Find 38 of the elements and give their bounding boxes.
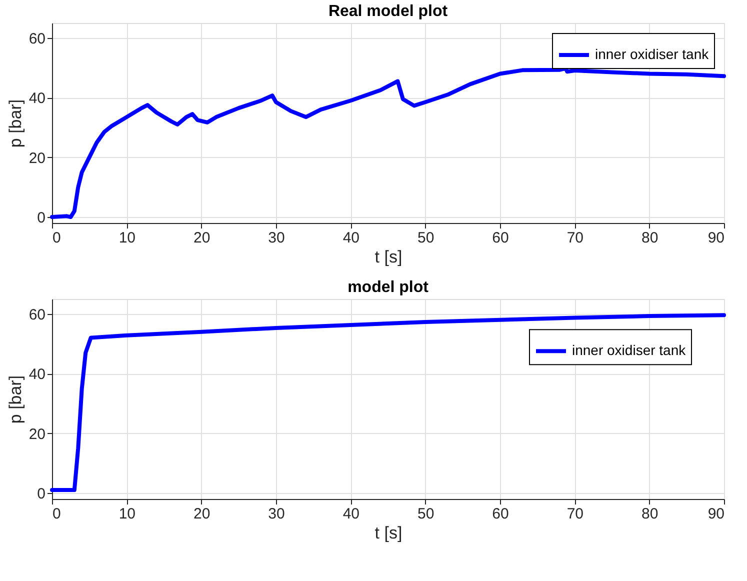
x-tick-label: 70 [566, 506, 584, 522]
y-tick-label: 60 [28, 306, 46, 324]
chart-title: Real model plot [328, 3, 448, 20]
x-tick-label: 10 [118, 506, 136, 522]
y-tick-label: 20 [28, 150, 46, 167]
x-tick-label: 0 [52, 506, 61, 522]
chart-title: model plot [348, 279, 430, 296]
x-tick-label: 20 [193, 506, 210, 522]
x-axis-title: t [s] [374, 248, 402, 266]
x-tick-label: 30 [268, 506, 285, 522]
x-tick-label: 60 [492, 230, 509, 246]
y-axis-title: p [bar] [6, 99, 25, 148]
y-tick-label: 60 [28, 30, 46, 48]
legend-label: inner oxidiser tank [595, 46, 710, 62]
x-tick-label: 50 [417, 506, 434, 522]
x-tick-label: 20 [193, 230, 210, 246]
x-tick-label: 60 [492, 506, 509, 522]
x-tick-label: 90 [708, 506, 724, 522]
y-tick-label: 0 [37, 486, 46, 503]
x-tick-label: 0 [52, 230, 61, 246]
line-series [50, 313, 726, 492]
x-tick-label: 40 [342, 506, 360, 522]
y-tick-label: 40 [28, 366, 46, 384]
y-tick-label: 0 [37, 210, 46, 227]
x-tick-label: 90 [708, 230, 724, 246]
x-axis-title: t [s] [374, 524, 402, 542]
y-tick-label: 20 [28, 426, 46, 443]
legend-label: inner oxidiser tank [572, 342, 687, 358]
x-tick-label: 80 [641, 506, 658, 522]
x-tick-label: 80 [641, 230, 658, 246]
y-tick-label: 40 [28, 90, 46, 108]
y-axis-title: p [bar] [6, 375, 25, 424]
x-tick-label: 40 [342, 230, 360, 246]
line-series [50, 66, 726, 220]
x-tick-label: 50 [417, 230, 434, 246]
x-tick-label: 10 [118, 230, 136, 246]
x-tick-label: 70 [566, 230, 584, 246]
x-tick-label: 30 [268, 230, 285, 246]
